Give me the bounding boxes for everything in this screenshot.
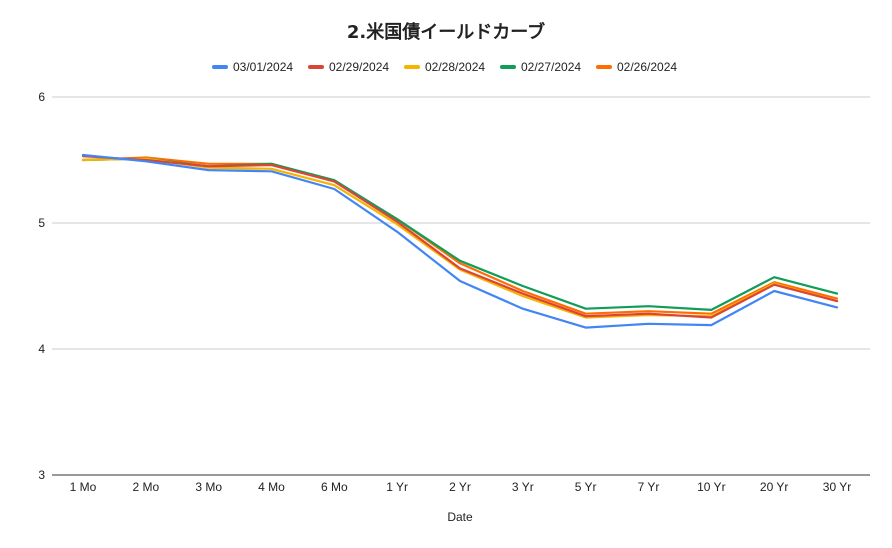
y-tick-label: 3 (38, 468, 45, 482)
x-tick-label: 3 Yr (512, 480, 534, 494)
x-tick-label: 5 Yr (575, 480, 597, 494)
x-tick-label: 30 Yr (823, 480, 851, 494)
x-tick-label: 2 Yr (449, 480, 471, 494)
series-lines[interactable] (81, 153, 839, 329)
x-tick-label: 6 Mo (321, 480, 348, 494)
legend-item[interactable]: 03/01/2024 (212, 60, 293, 74)
legend-item[interactable]: 02/26/2024 (596, 60, 677, 74)
series-line-02-29-2024[interactable] (81, 155, 839, 319)
series-line-02-28-2024[interactable] (81, 157, 839, 319)
x-axis-title: Date (447, 510, 473, 524)
y-tick-label: 5 (38, 216, 45, 230)
legend-label: 02/28/2024 (425, 60, 485, 74)
x-tick-label: 10 Yr (697, 480, 725, 494)
legend-item[interactable]: 02/29/2024 (308, 60, 389, 74)
x-tick-label: 3 Mo (195, 480, 222, 494)
y-tick-label: 4 (38, 342, 45, 356)
legend-item[interactable]: 02/28/2024 (404, 60, 485, 74)
x-tick-label: 1 Mo (70, 480, 97, 494)
legend-label: 02/26/2024 (617, 60, 677, 74)
gridlines (52, 96, 870, 476)
x-tick-label: 7 Yr (638, 480, 660, 494)
x-tick-label: 4 Mo (258, 480, 285, 494)
y-axis-ticks: 3 4 5 6 (38, 90, 45, 482)
x-tick-label: 20 Yr (760, 480, 788, 494)
series-line-02-26-2024[interactable] (81, 156, 839, 315)
legend-label: 03/01/2024 (233, 60, 293, 74)
legend-label: 02/27/2024 (521, 60, 581, 74)
series-line-03-01-2024[interactable] (81, 153, 839, 329)
series-line-02-27-2024[interactable] (81, 157, 839, 311)
x-tick-label: 2 Mo (132, 480, 159, 494)
legend[interactable]: 03/01/2024 02/29/2024 02/28/2024 02/27/2024… (212, 60, 677, 74)
x-axis-ticks: 1 Mo 2 Mo 3 Mo 4 Mo 6 Mo 1 Yr 2 Yr 3 Yr 5 Yr 7 Yr… (70, 480, 852, 494)
y-tick-label: 6 (38, 90, 45, 104)
chart-title: 2.米国債イールドカーブ (347, 21, 545, 43)
legend-label: 02/29/2024 (329, 60, 389, 74)
x-tick-label: 1 Yr (386, 480, 408, 494)
legend-item[interactable]: 02/27/2024 (500, 60, 581, 74)
